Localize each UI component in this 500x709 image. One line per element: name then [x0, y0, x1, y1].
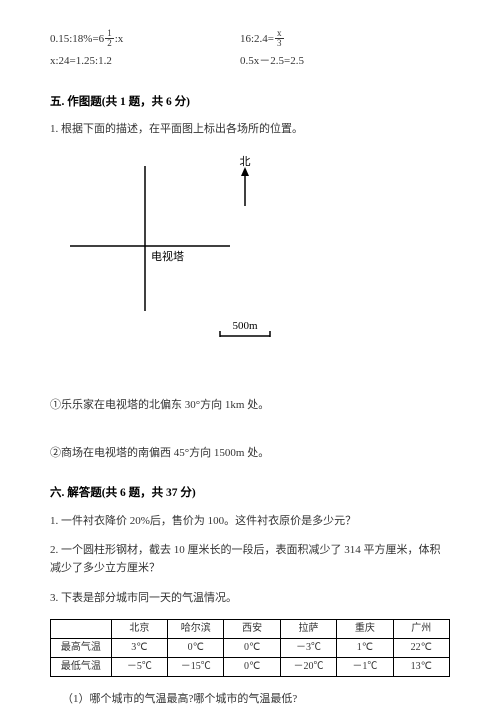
section-6-q2: 2. 一个圆柱形钢材，截去 10 厘米长的一段后，表面积减少了 314 平方厘米…	[50, 542, 450, 577]
table-header-cell: 北京	[111, 620, 167, 639]
eq-2-left: x:24=1.25:1.2	[50, 53, 240, 71]
table-cell: 最高气温	[51, 639, 112, 658]
frac-den: 2	[105, 39, 114, 48]
section-5-item1: ①乐乐家在电视塔的北偏东 30°方向 1km 处。	[50, 397, 450, 415]
eq-text: 0.15:18%=6	[50, 33, 104, 45]
svg-text:北: 北	[240, 155, 251, 168]
svg-text:500m: 500m	[232, 320, 258, 332]
eq-text: :x	[115, 33, 124, 45]
table-row: 最高气温3℃0℃0℃－3℃1℃22℃	[51, 639, 450, 658]
section-6-q1: 1. 一件衬衣降价 20%后，售价为 100。这件衬衣原价是多少元？	[50, 513, 450, 531]
section-5-item2: ②商场在电视塔的南偏西 45°方向 1500m 处。	[50, 445, 450, 463]
table-cell: －15℃	[168, 658, 224, 677]
table-cell: 最低气温	[51, 658, 112, 677]
section-6-q3: 3. 下表是部分城市同一天的气温情况。	[50, 590, 450, 608]
section-5-q1: 1. 根据下面的描述，在平面图上标出各场所的位置。	[50, 121, 450, 139]
eq-1-right: 16:2.4=x3	[240, 30, 450, 49]
section-6-title: 六. 解答题(共 6 题，共 37 分)	[50, 484, 450, 502]
equation-row-2: x:24=1.25:1.2 0.5x－2.5=2.5	[50, 53, 450, 71]
equation-row-1: 0.15:18%=612:x 16:2.4=x3	[50, 30, 450, 49]
section-5-title: 五. 作图题(共 1 题，共 6 分)	[50, 93, 450, 111]
table-cell: 0℃	[224, 639, 280, 658]
table-cell: －5℃	[111, 658, 167, 677]
table-cell: 1℃	[337, 639, 393, 658]
table-cell: 0℃	[224, 658, 280, 677]
section-6-sub1: （1）哪个城市的气温最高?哪个城市的气温最低?	[62, 691, 450, 709]
diagram-svg: 电视塔 北 500m	[50, 151, 290, 361]
frac-den: 3	[275, 39, 284, 48]
table-row: 最低气温－5℃－15℃0℃－20℃－1℃13℃	[51, 658, 450, 677]
table-cell: 13℃	[393, 658, 449, 677]
table-header-cell: 广州	[393, 620, 449, 639]
table-cell: 3℃	[111, 639, 167, 658]
temperature-table-wrap: 北京哈尔滨西安拉萨重庆广州最高气温3℃0℃0℃－3℃1℃22℃最低气温－5℃－1…	[50, 619, 450, 677]
table-header-cell: 西安	[224, 620, 280, 639]
table-cell: 0℃	[168, 639, 224, 658]
fraction: x3	[275, 29, 284, 48]
table-header-cell: 拉萨	[280, 620, 336, 639]
table-header-cell: 重庆	[337, 620, 393, 639]
eq-1-left: 0.15:18%=612:x	[50, 30, 240, 49]
fraction: 12	[105, 29, 114, 48]
table-cell: －3℃	[280, 639, 336, 658]
table-header-cell: 哈尔滨	[168, 620, 224, 639]
table-cell: －20℃	[280, 658, 336, 677]
table-header-row: 北京哈尔滨西安拉萨重庆广州	[51, 620, 450, 639]
eq-text: 16:2.4=	[240, 33, 274, 45]
eq-2-right: 0.5x－2.5=2.5	[240, 53, 450, 71]
table-cell: 22℃	[393, 639, 449, 658]
temperature-table: 北京哈尔滨西安拉萨重庆广州最高气温3℃0℃0℃－3℃1℃22℃最低气温－5℃－1…	[50, 619, 450, 677]
table-cell: －1℃	[337, 658, 393, 677]
table-header-cell	[51, 620, 112, 639]
direction-diagram: 电视塔 北 500m	[50, 151, 450, 368]
svg-text:电视塔: 电视塔	[151, 249, 184, 263]
